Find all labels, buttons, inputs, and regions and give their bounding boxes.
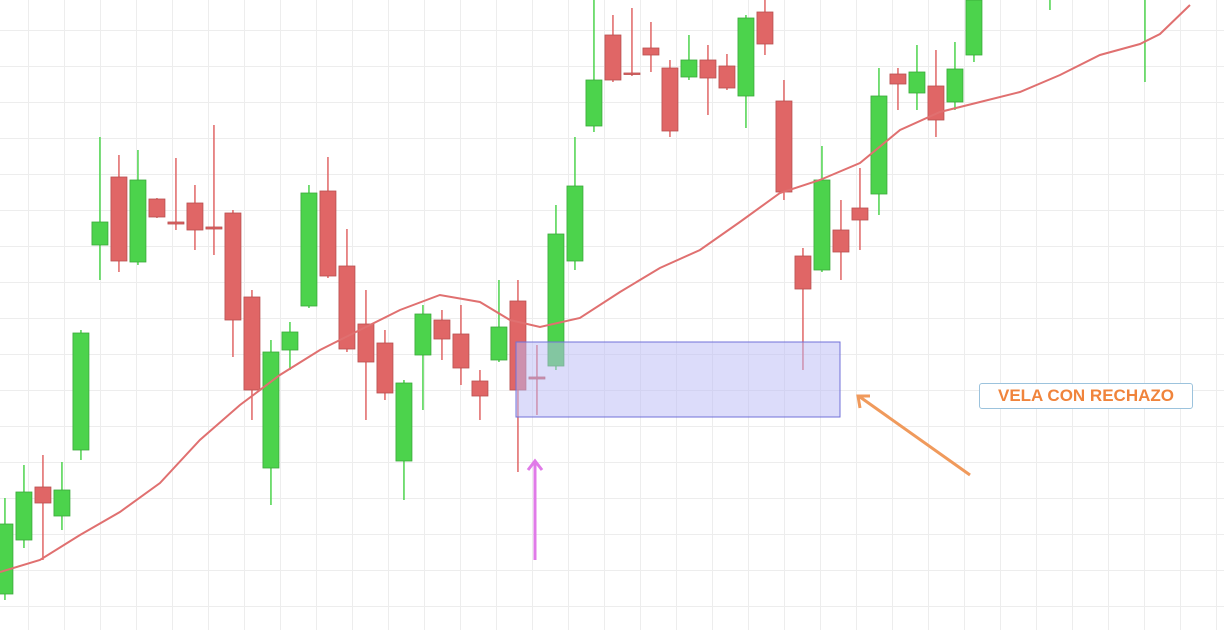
zone-box <box>515 341 841 418</box>
candle-body <box>699 59 717 79</box>
candle-body <box>224 212 242 321</box>
candle-body <box>15 491 33 541</box>
candle-body <box>680 59 698 78</box>
candle-body <box>395 382 413 462</box>
candle-body <box>870 95 888 195</box>
candle-body <box>262 351 280 469</box>
candle-body <box>471 380 489 397</box>
candle-body <box>965 0 983 56</box>
candle-body <box>53 489 71 517</box>
candle-body <box>338 265 356 350</box>
candle-body <box>585 79 603 127</box>
candle-body <box>376 342 394 394</box>
candle-body <box>813 179 831 271</box>
candle-body <box>490 326 508 361</box>
annotation-label: VELA CON RECHAZO <box>979 383 1193 409</box>
candle-body <box>623 72 641 75</box>
candle-body <box>908 71 926 94</box>
candle-body <box>281 331 299 351</box>
candle-body <box>566 185 584 262</box>
candle-body <box>927 85 945 121</box>
candle-body <box>300 192 318 307</box>
candle-body <box>91 221 109 246</box>
candle-body <box>794 255 812 290</box>
candle-body <box>357 323 375 363</box>
candle-body <box>148 198 166 218</box>
moving-average-line <box>0 4 1191 573</box>
candle-body <box>604 34 622 81</box>
orange-arrow <box>856 394 971 477</box>
candle-body <box>243 296 261 391</box>
candle-body <box>205 226 223 230</box>
pink-arrow <box>526 458 544 560</box>
candle-body <box>34 486 52 504</box>
candle-body <box>72 332 90 451</box>
candle-body <box>186 202 204 231</box>
candle-body <box>319 190 337 277</box>
candle-body <box>889 73 907 85</box>
candle-body <box>414 313 432 356</box>
candle-body <box>832 229 850 253</box>
candle-body <box>946 68 964 103</box>
candle-body <box>433 319 451 340</box>
candle-body <box>718 65 736 89</box>
candle-body <box>851 207 869 221</box>
candle-body <box>737 17 755 97</box>
candle-body <box>129 179 147 263</box>
candle-body <box>110 176 128 262</box>
candle-body <box>0 523 14 595</box>
candle-body <box>642 47 660 56</box>
candle-body <box>452 333 470 369</box>
candle-body <box>167 221 185 225</box>
candle-body <box>661 67 679 132</box>
candle-body <box>756 11 774 45</box>
candle-body <box>775 100 793 193</box>
